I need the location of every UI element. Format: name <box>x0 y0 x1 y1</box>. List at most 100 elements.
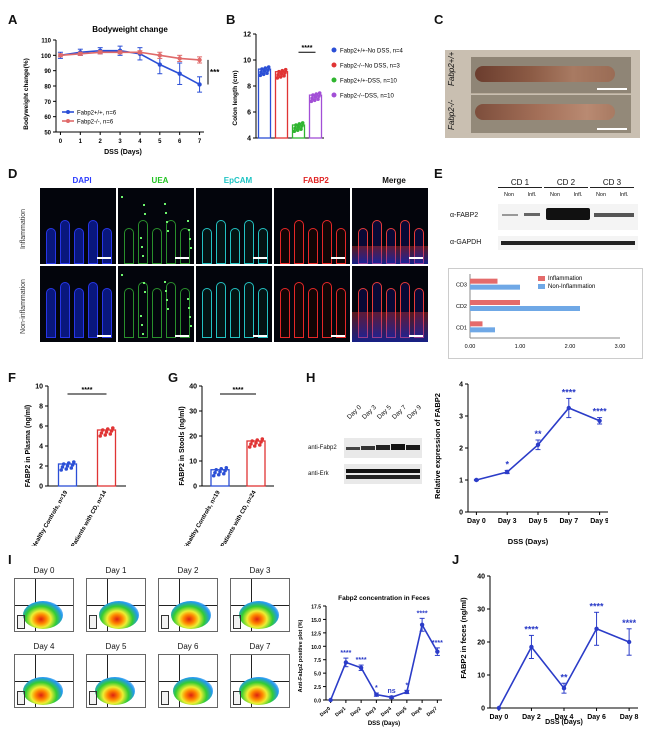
panel-label-c: C <box>434 12 444 27</box>
if-image-fabp2-non-inflammation <box>274 266 350 342</box>
scatter-point <box>309 99 314 104</box>
x-tick-label: Day4 <box>380 706 393 718</box>
facs-gate-box <box>161 691 169 705</box>
scatter-point <box>72 460 76 464</box>
western-blot-h: Day 0 Day 3 Day 5 Day 7 Day 9 anti-Fabp2 ant… <box>308 402 423 492</box>
panel-label-b: B <box>226 12 236 27</box>
scale-bar <box>175 257 189 259</box>
x-tick-label: 1.00 <box>515 344 526 350</box>
fluorescent-speck <box>166 299 168 301</box>
chart-i-xlabel: DSS (Days) <box>368 721 400 727</box>
legend-marker <box>66 110 70 114</box>
villus-shape <box>280 288 290 338</box>
data-point <box>97 50 103 55</box>
scatter-point <box>282 74 286 78</box>
scatter-point <box>266 68 270 72</box>
scatter-point <box>99 431 104 435</box>
legend-entry: Non-Inflammation <box>548 284 595 290</box>
x-tick-label: 0 <box>59 139 63 145</box>
villus-shape <box>152 228 162 264</box>
x-category-label: Healthy Controls, n=19 <box>31 489 69 546</box>
scale-bar <box>97 335 111 337</box>
y-tick-label: 10 <box>477 673 485 680</box>
y-tick-label: 6 <box>247 110 251 117</box>
scatter-point <box>292 129 297 134</box>
scale-bar <box>409 257 423 259</box>
facs-title: Day 3 <box>249 566 271 575</box>
facs-title: Day 7 <box>249 642 271 651</box>
scatter-point <box>310 96 314 101</box>
scatter-point <box>103 433 108 437</box>
if-col-fabp2: FABP2 <box>303 176 329 185</box>
if-image-uea-inflammation <box>118 188 194 264</box>
y-tick-label: 4 <box>459 382 463 389</box>
significance-marker: ** <box>560 672 568 682</box>
scatter-point <box>61 462 66 466</box>
blot-lane-label: Infl. <box>573 192 583 198</box>
chart-h-ylabel: Relative expression of FABP2 <box>433 393 442 499</box>
fluorescent-speck <box>141 246 143 248</box>
x-tick-label: Day5 <box>395 706 408 718</box>
significance-marker: **** <box>432 640 443 647</box>
legend-marker <box>66 119 70 123</box>
y-tick-label: 20 <box>189 434 197 441</box>
colon-specimen-wt <box>475 66 615 82</box>
scatter-point <box>105 427 110 431</box>
chart-h-relative-expression: Relative expression of FABP2 DSS (Days) … <box>433 382 608 546</box>
scale-bar <box>253 257 267 259</box>
facs-gate-box <box>233 691 241 705</box>
panel-label-j: J <box>452 552 460 567</box>
scatter-point <box>265 71 269 76</box>
villus-shape <box>166 220 176 264</box>
scatter-point <box>296 125 301 129</box>
y-tick-label: 7.5 <box>314 658 321 664</box>
scatter-point <box>293 126 297 130</box>
blot-group-cd3: CD 3 <box>590 178 634 188</box>
villus-shape <box>244 220 254 264</box>
scatter-point <box>213 470 217 475</box>
bar <box>470 327 495 333</box>
y-tick-label: 10 <box>35 384 43 391</box>
scatter-point <box>314 92 319 96</box>
villus-shape <box>336 288 346 338</box>
data-point <box>374 692 379 697</box>
fluorescent-speck <box>142 333 144 335</box>
villus-shape <box>166 282 176 338</box>
x-tick-label: Day 2 <box>522 714 541 721</box>
data-point <box>404 689 410 695</box>
scatter-point <box>260 437 265 441</box>
x-tick-label: 1 <box>79 139 83 145</box>
chart-b-colon-length: Colon length (cm) 4 6 8 10 12 **** <box>232 32 324 143</box>
facs-gate-box <box>17 691 25 705</box>
y-category-label: CD2 <box>456 304 467 310</box>
scatter-point <box>258 73 263 78</box>
y-tick-label: 0 <box>481 706 485 713</box>
scatter-point <box>279 71 284 76</box>
y-tick-label: 2 <box>39 464 43 471</box>
villus-shape <box>138 282 148 338</box>
facs-density-cloud <box>239 677 279 705</box>
scatter-point <box>100 428 105 432</box>
blot-band <box>546 208 590 220</box>
y-tick-label: 10 <box>189 459 197 466</box>
villus-shape <box>258 288 268 338</box>
facs-title: Day 4 <box>33 642 55 651</box>
x-tick-label: Day0 <box>319 706 332 718</box>
x-tick-label: 5 <box>158 139 162 145</box>
scatter-point <box>313 95 318 99</box>
significance-marker: **** <box>340 650 351 657</box>
villus-shape <box>258 228 268 264</box>
scatter-point <box>111 426 115 430</box>
facs-title: Day 1 <box>105 566 127 575</box>
facs-density-cloud <box>23 677 63 705</box>
if-image-epcam-non-inflammation <box>196 266 272 342</box>
facs-gate-box <box>161 615 169 629</box>
scatter-point <box>70 463 75 467</box>
fluorescent-speck <box>187 298 189 300</box>
facs-plot <box>86 654 146 708</box>
fluorescent-speck <box>190 325 192 327</box>
scatter-point <box>59 468 63 472</box>
villus-shape <box>230 288 240 338</box>
significance-marker: **** <box>417 610 428 617</box>
bar <box>257 68 272 139</box>
